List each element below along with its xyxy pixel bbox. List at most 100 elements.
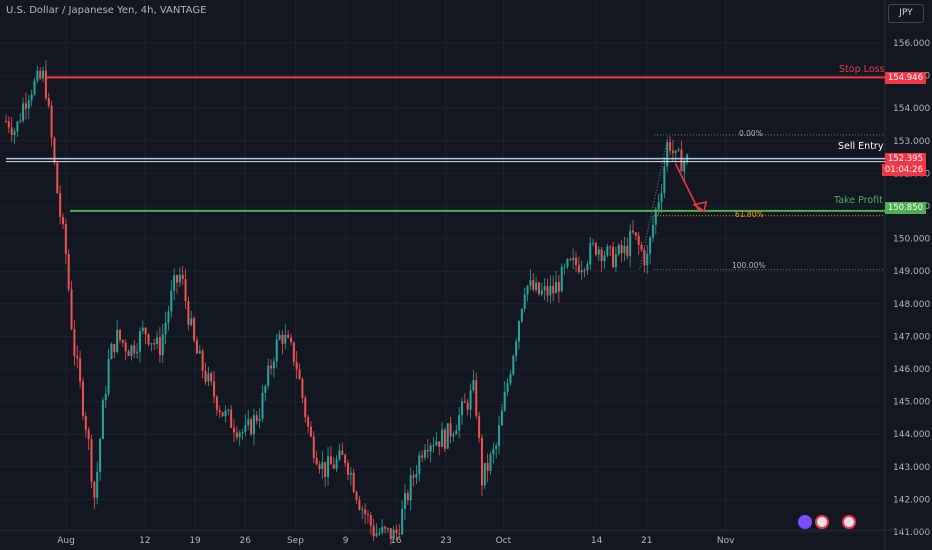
candle-body	[329, 456, 332, 465]
us-flag-icon[interactable]	[815, 515, 829, 529]
candle-body	[552, 285, 555, 294]
candle-body	[680, 149, 683, 172]
stop-loss-price-tag: 154.946	[884, 72, 926, 84]
candle-body	[221, 412, 224, 417]
candle-body	[204, 370, 207, 382]
candle-body	[241, 431, 244, 433]
candle-body	[164, 322, 167, 335]
candle-body	[671, 150, 674, 153]
candle-body	[469, 390, 472, 410]
candle-body	[130, 345, 133, 356]
candle-body	[480, 437, 483, 486]
candle-body	[412, 475, 415, 478]
time-tick-10: 21	[641, 536, 652, 546]
candle-body	[669, 142, 672, 151]
candle-body	[686, 154, 689, 162]
candle-body	[626, 245, 629, 257]
price-tick-2: 154.000	[893, 104, 930, 114]
candle-body	[218, 410, 221, 413]
time-tick-8: Oct	[496, 536, 512, 546]
candle-body	[674, 150, 677, 153]
candle-body	[637, 235, 640, 245]
candle-body	[500, 410, 503, 426]
candle-body	[583, 270, 586, 272]
candle-body	[486, 462, 489, 471]
candle-body	[215, 396, 218, 411]
candle-body	[458, 415, 461, 431]
candle-body	[352, 472, 355, 493]
candle-body	[158, 337, 161, 356]
candle-body	[252, 415, 255, 435]
price-tick-9: 147.000	[893, 332, 930, 342]
candle-body	[324, 462, 327, 478]
candle-body	[409, 475, 412, 501]
candle-body	[640, 244, 643, 251]
candle-body	[96, 471, 99, 498]
candle-body	[161, 334, 164, 356]
time-tick-0: Aug	[57, 536, 75, 546]
candle-body	[22, 103, 25, 121]
candle-body	[384, 526, 387, 529]
candle-body	[623, 245, 626, 254]
candle-body	[327, 456, 330, 478]
candle-body	[512, 355, 515, 375]
candle-body	[13, 131, 16, 136]
candle-body	[181, 274, 184, 280]
lightning-icon[interactable]	[798, 515, 812, 529]
candle-body	[543, 286, 546, 291]
candle-body	[56, 162, 59, 194]
candle-body	[230, 409, 233, 428]
candle-body	[683, 161, 686, 172]
candle-body	[304, 398, 307, 418]
price-tick-6: 150.000	[893, 235, 930, 245]
candle-body	[612, 246, 615, 268]
candle-body	[651, 224, 654, 238]
time-tick-5: 9	[343, 536, 349, 546]
candle-body	[404, 493, 406, 510]
price-tick-10: 146.000	[893, 365, 930, 375]
candle-body	[292, 342, 295, 363]
candle-body	[358, 499, 361, 510]
stop-loss-label: Stop Loss	[839, 64, 885, 75]
currency-button[interactable]: JPY	[888, 4, 924, 23]
candle-body	[580, 270, 583, 273]
candle-body	[483, 462, 486, 486]
candle-body	[64, 224, 67, 254]
candle-body	[156, 337, 159, 344]
candle-body	[577, 264, 580, 273]
candle-body	[375, 533, 378, 537]
candle-body	[73, 329, 76, 356]
candle-body	[136, 351, 139, 354]
candle-body	[569, 259, 572, 261]
candle-body	[355, 492, 358, 500]
candle-body	[44, 70, 47, 99]
candle-body	[603, 255, 606, 262]
candle-body	[381, 526, 384, 533]
candle-body	[67, 253, 70, 290]
countdown-tag: 01:04:26	[881, 164, 926, 176]
candle-body	[369, 515, 372, 526]
candle-body	[335, 459, 338, 469]
candle-body	[563, 266, 566, 268]
candle-body	[312, 436, 315, 459]
candle-body	[27, 100, 30, 109]
candle-body	[238, 432, 241, 438]
candle-body	[24, 103, 27, 109]
candle-body	[349, 472, 352, 475]
time-tick-9: 14	[591, 536, 603, 546]
candle-body	[572, 257, 575, 261]
candle-body	[418, 455, 421, 475]
candle-body	[301, 379, 304, 399]
candle-body	[532, 280, 535, 290]
candle-body	[466, 402, 469, 410]
candle-body	[178, 274, 181, 283]
price-tick-3: 153.000	[893, 137, 930, 147]
candle-body	[392, 529, 395, 540]
candle-body	[406, 493, 409, 501]
us-flag-icon-2[interactable]	[842, 515, 856, 529]
candle-body	[586, 264, 589, 271]
candle-body	[537, 282, 540, 295]
time-tick-7: 23	[440, 536, 451, 546]
candle-body	[295, 362, 298, 370]
